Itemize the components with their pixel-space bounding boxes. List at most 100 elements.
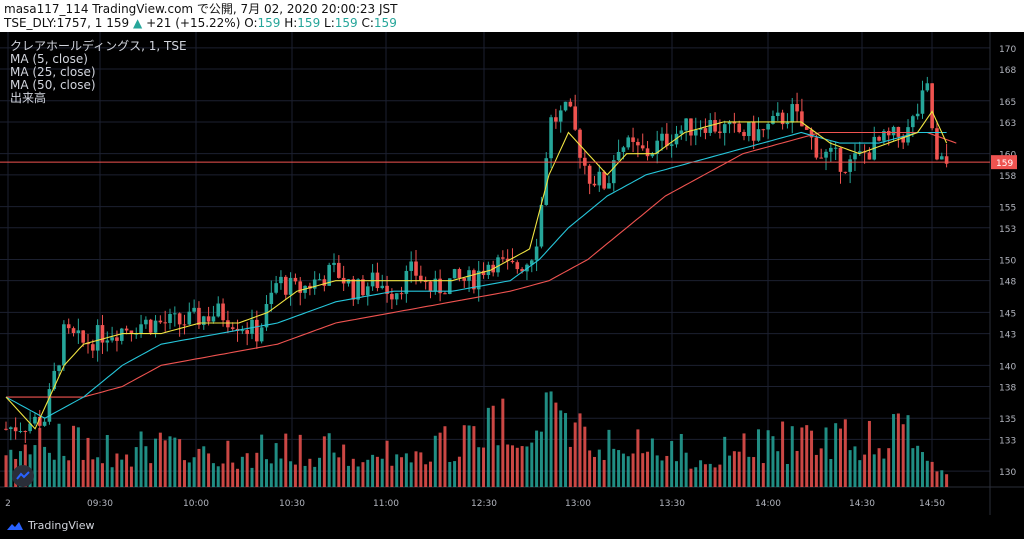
- candle-body: [578, 129, 582, 158]
- volume-bar: [404, 453, 408, 487]
- volume-bar: [308, 458, 312, 487]
- volume-bar: [544, 392, 548, 487]
- candle-body: [867, 152, 872, 160]
- candle-body: [71, 328, 76, 334]
- candle-body: [809, 129, 814, 138]
- volume-bar: [414, 451, 418, 487]
- candle-body: [81, 330, 85, 343]
- volume-bar: [641, 453, 645, 487]
- candle-body: [23, 431, 28, 433]
- candle-body: [886, 130, 891, 136]
- volume-bar: [834, 423, 838, 487]
- change-value: +21 (+15.22%): [146, 16, 241, 30]
- candle-body: [631, 137, 635, 142]
- candle-body: [399, 293, 404, 295]
- volume-bar: [568, 446, 572, 487]
- candle-body: [756, 129, 761, 141]
- volume-bar: [935, 471, 939, 487]
- candle-body: [747, 121, 751, 137]
- candle-body: [91, 344, 95, 351]
- candle-body: [404, 270, 409, 294]
- tradingview-badge-icon[interactable]: [12, 465, 34, 487]
- symbol-label: TSE_DLY:1757, 1 159: [4, 16, 130, 30]
- volume-bar: [163, 440, 167, 487]
- volume-bar: [708, 463, 712, 487]
- chart-area[interactable]: 1301331351381401431451481501531551581601…: [0, 32, 1024, 515]
- volume-bar: [564, 413, 568, 487]
- y-tick-label: 133: [999, 436, 1016, 446]
- volume-bar: [583, 426, 587, 487]
- legend-ma25[interactable]: MA (25, close): [10, 65, 96, 79]
- candle-body: [385, 285, 389, 294]
- candle-body: [597, 171, 602, 186]
- candle-body: [95, 325, 100, 351]
- volume-bar: [274, 443, 278, 487]
- ohlc-line: TSE_DLY:1757, 1 159 ▲ +21 (+15.22%) O:15…: [4, 17, 397, 30]
- candle-body: [443, 293, 447, 295]
- volume-bar: [631, 453, 635, 487]
- volume-bar: [428, 461, 432, 487]
- candle-body: [708, 120, 713, 133]
- volume-bar: [892, 414, 896, 487]
- candle-body: [703, 128, 708, 133]
- candle-body: [558, 110, 563, 122]
- candle-body: [370, 272, 375, 287]
- candle-body: [409, 261, 413, 271]
- candle-body: [853, 153, 857, 160]
- volume-bar: [525, 446, 529, 487]
- candle-body: [322, 279, 327, 286]
- volume-bar: [279, 458, 283, 487]
- candle-body: [843, 171, 848, 173]
- candle-body: [28, 423, 32, 432]
- candle-body: [829, 147, 833, 152]
- candle-body: [197, 307, 201, 325]
- y-tick-label: 163: [999, 119, 1016, 129]
- volume-bar: [395, 454, 399, 487]
- volume-bar: [226, 440, 230, 487]
- candle-body: [751, 121, 756, 141]
- candle-body: [780, 112, 785, 125]
- candle-body: [250, 319, 254, 334]
- volume-bar: [346, 465, 350, 487]
- volume-bar: [732, 451, 736, 487]
- legend-ma50[interactable]: MA (50, close): [10, 78, 96, 92]
- candle-body: [587, 165, 592, 184]
- candle-body: [877, 136, 881, 141]
- volume-bar: [91, 459, 95, 487]
- low-label: L:: [324, 16, 335, 30]
- candle-body: [33, 416, 37, 424]
- candle-body: [129, 330, 134, 334]
- volume-bar: [636, 429, 640, 487]
- volume-bar: [409, 462, 413, 487]
- up-arrow-icon: ▲: [133, 16, 143, 30]
- legend-ma5[interactable]: MA (5, close): [10, 52, 88, 66]
- candle-body: [139, 324, 143, 334]
- volume-bar: [824, 427, 828, 487]
- candle-body: [4, 428, 8, 430]
- volume-bar: [506, 444, 510, 487]
- candle-body: [105, 340, 110, 343]
- volume-bar: [313, 466, 317, 487]
- candle-body: [611, 160, 616, 184]
- legend-volume[interactable]: 出来高: [10, 91, 47, 105]
- candle-body: [119, 328, 124, 341]
- candle-body: [640, 145, 645, 149]
- volume-bar: [872, 454, 876, 487]
- candle-body: [346, 279, 351, 284]
- volume-bar: [168, 436, 172, 487]
- candle-body: [144, 319, 148, 325]
- volume-bar: [342, 444, 346, 487]
- volume-bar: [390, 465, 394, 487]
- price-chart[interactable]: 1301331351381401431451481501531551581601…: [0, 32, 1024, 515]
- volume-bar: [838, 428, 842, 487]
- close-label: C:: [361, 16, 374, 30]
- tradingview-logo[interactable]: TradingView: [6, 519, 94, 532]
- candle-body: [742, 132, 746, 137]
- candle-body: [13, 427, 18, 432]
- candle-body: [288, 277, 293, 295]
- volume-bar: [916, 445, 920, 487]
- candle-body: [245, 330, 249, 334]
- volume-bar: [843, 419, 847, 487]
- candle-body: [153, 320, 158, 333]
- volume-bar: [298, 434, 302, 487]
